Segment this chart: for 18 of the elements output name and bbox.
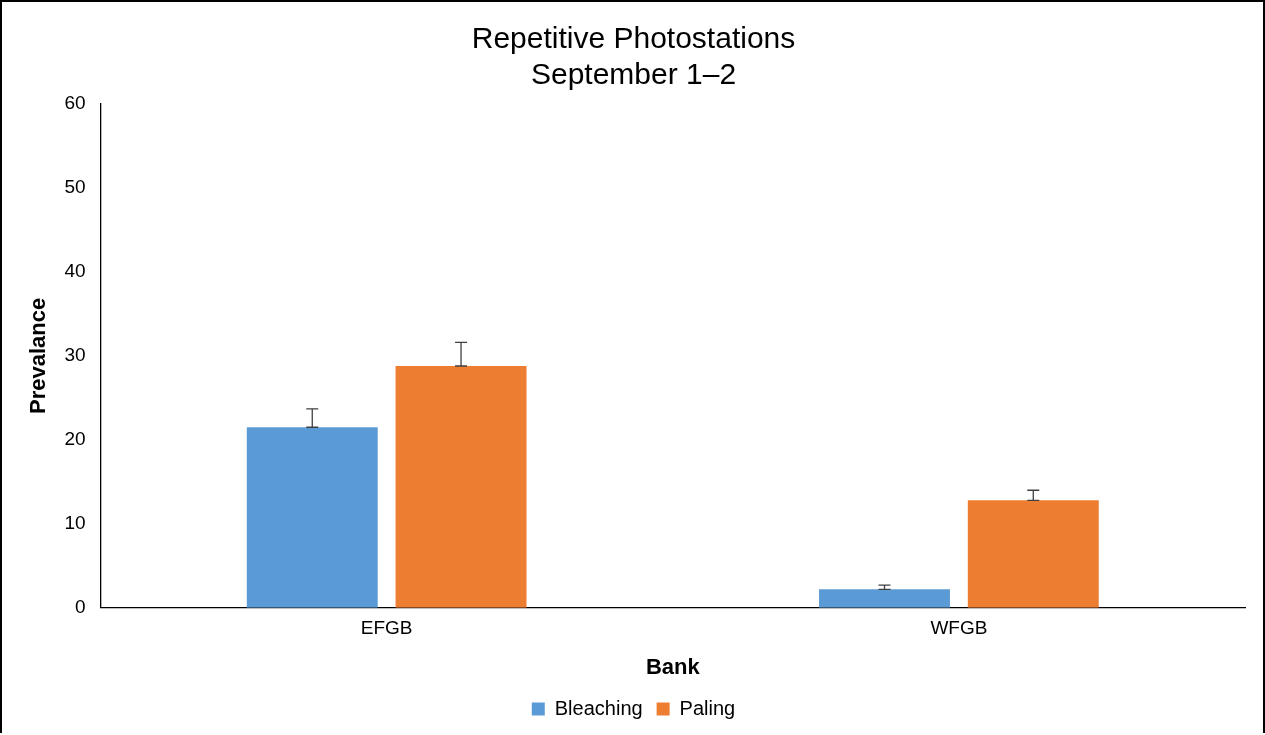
bar xyxy=(246,427,378,608)
x-tick-label: WFGB xyxy=(930,617,988,639)
bar xyxy=(967,500,1099,608)
bar xyxy=(819,589,950,608)
x-tick-label: EFGB xyxy=(360,617,413,639)
y-tick-label: 0 xyxy=(74,596,86,618)
x-axis-title: Bank xyxy=(645,653,701,679)
y-tick-label: 50 xyxy=(64,176,86,198)
y-tick-label: 30 xyxy=(64,344,86,366)
y-tick-label: 60 xyxy=(64,92,86,114)
y-tick-label: 40 xyxy=(64,260,86,282)
y-tick-label: 20 xyxy=(64,428,86,450)
bar xyxy=(395,365,527,608)
legend-label: Bleaching xyxy=(554,696,643,719)
y-tick-label: 10 xyxy=(64,512,86,534)
chart-title: Repetitive Photostations September 1–2 xyxy=(471,21,796,91)
legend-label: Paling xyxy=(679,696,736,719)
y-axis-title: Prevalance xyxy=(25,297,51,414)
